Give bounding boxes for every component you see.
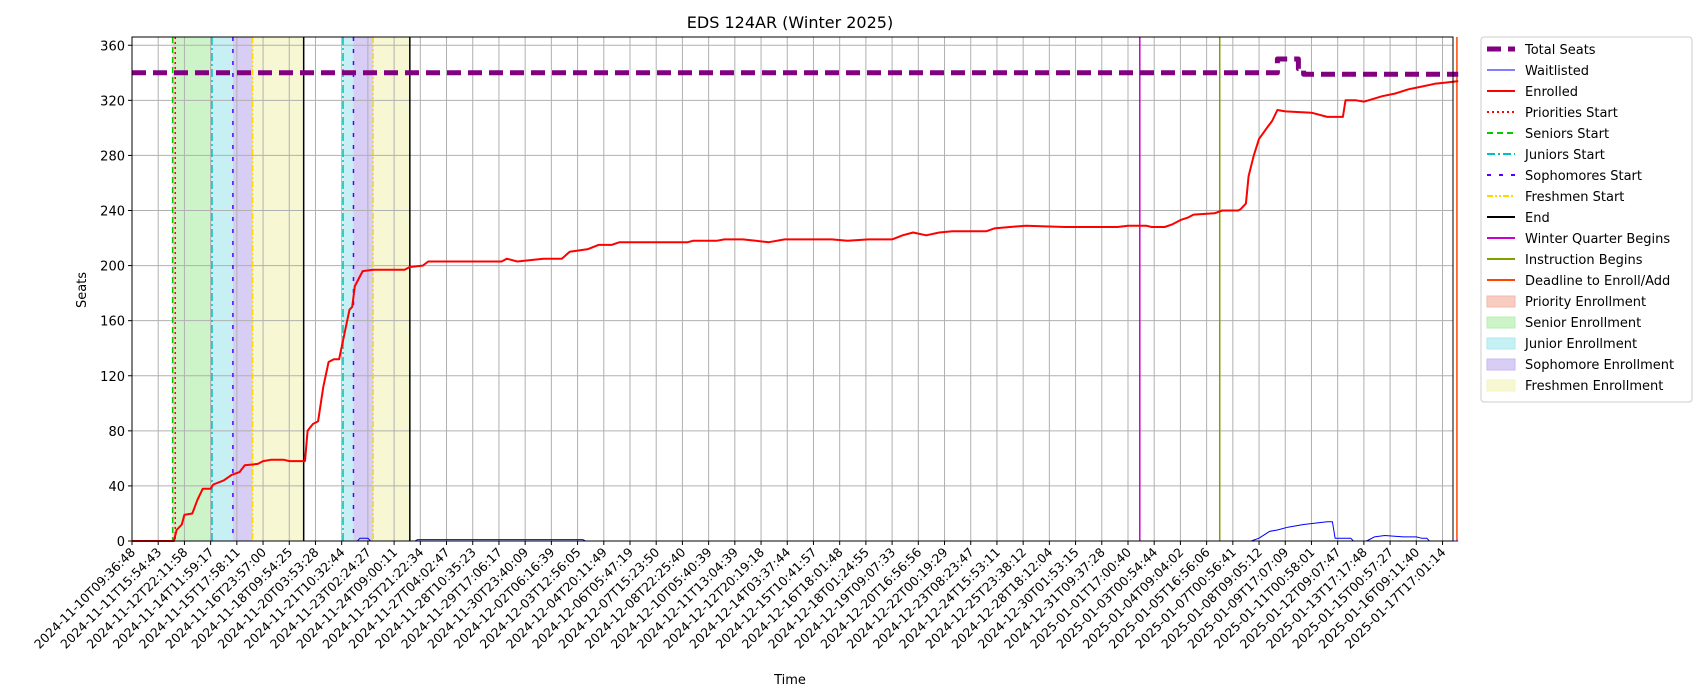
legend-freshmen-enrollment-swatch [1486, 379, 1516, 392]
span-junior-enrollment [342, 37, 354, 541]
span-sophomore-enrollment [353, 37, 374, 541]
legend-junior-enrollment-swatch [1486, 337, 1516, 350]
y-tick-label: 280 [100, 149, 125, 164]
legend-priority-enrollment-swatch [1486, 295, 1516, 308]
span-freshmen-enrollment [373, 37, 410, 541]
series-enrolled [132, 80, 1459, 542]
legend-box [1480, 36, 1693, 403]
legend-sophomore-enrollment-label: Sophomore Enrollment [1525, 358, 1674, 373]
x-axis: 2024-11-10T09:36:482024-11-11T15:54:4320… [31, 541, 1449, 652]
legend-sophomores-start-label: Sophomores Start [1525, 169, 1642, 184]
chart-title: EDS 124AR (Winter 2025) [687, 13, 893, 32]
legend-end-label: End [1525, 211, 1550, 226]
y-axis-label: Seats [75, 272, 90, 308]
y-tick-label: 40 [108, 480, 125, 495]
span-freshmen-enrollment [252, 37, 304, 541]
y-axis: 0 40 80 120 160 200 240 280 320 360 [100, 39, 132, 550]
legend: Total Seats Waitlisted Enrolled Priorities … [1480, 36, 1693, 403]
y-tick-label: 360 [100, 39, 125, 54]
legend-priorities-start-label: Priorities Start [1525, 106, 1618, 121]
series-total-seats [132, 56, 1459, 77]
y-tick-label: 200 [100, 260, 125, 275]
legend-freshmen-enrollment-label: Freshmen Enrollment [1525, 379, 1663, 394]
span-priority-enrollment [172, 37, 175, 541]
legend-seniors-start-label: Seniors Start [1525, 127, 1609, 142]
plot-area [131, 36, 1459, 542]
legend-juniors-start-label: Juniors Start [1524, 148, 1605, 163]
legend-freshmen-start-label: Freshmen Start [1525, 190, 1624, 205]
legend-junior-enrollment-label: Junior Enrollment [1524, 337, 1637, 352]
span-senior-enrollment [174, 37, 212, 541]
plot-frame [131, 36, 1454, 542]
y-tick-label: 240 [100, 205, 125, 220]
legend-winter-quarter-begins-label: Winter Quarter Begins [1525, 232, 1670, 247]
legend-senior-enrollment-label: Senior Enrollment [1525, 316, 1641, 331]
y-tick-label: 120 [100, 370, 125, 385]
legend-total-seats-label: Total Seats [1524, 43, 1596, 58]
legend-instruction-begins-label: Instruction Begins [1525, 253, 1643, 268]
span-junior-enrollment [211, 37, 233, 541]
legend-senior-enrollment-swatch [1486, 316, 1516, 329]
y-tick-label: 80 [108, 425, 125, 440]
y-tick-label: 0 [117, 535, 125, 550]
grid-lines [131, 37, 1453, 542]
legend-deadline-to-enroll-add-label: Deadline to Enroll/Add [1525, 274, 1670, 289]
x-axis-label: Time [773, 673, 806, 688]
legend-priority-enrollment-label: Priority Enrollment [1525, 295, 1646, 310]
span-sophomore-enrollment [232, 37, 253, 541]
legend-sophomore-enrollment-swatch [1486, 358, 1516, 371]
legend-waitlisted-label: Waitlisted [1525, 64, 1589, 79]
enrollment-spans [172, 37, 410, 541]
y-tick-label: 160 [100, 315, 125, 330]
y-tick-label: 320 [100, 94, 125, 109]
legend-enrolled-label: Enrolled [1525, 85, 1578, 100]
